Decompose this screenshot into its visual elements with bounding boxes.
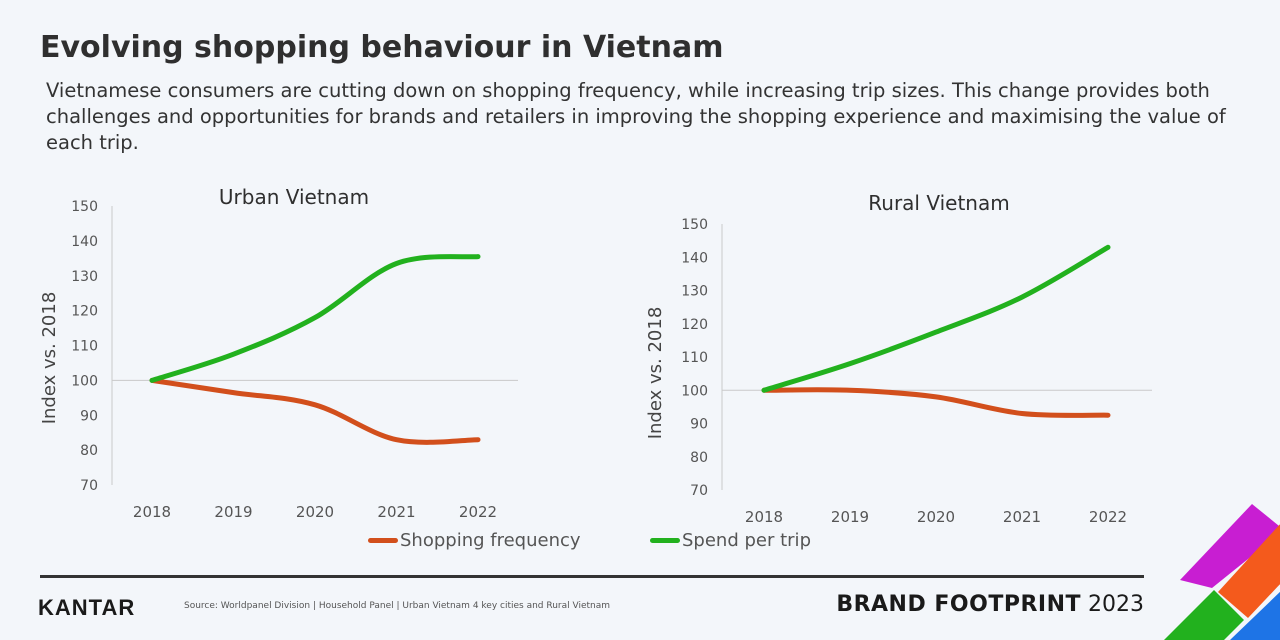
legend-label: Shopping frequency xyxy=(400,530,581,551)
legend-swatch-shopping-frequency xyxy=(368,538,398,543)
urban-vietnam-y-tick-80: 80 xyxy=(80,443,98,459)
rural-vietnam-y-tick-150: 150 xyxy=(681,217,708,233)
urban-vietnam-y-tick-90: 90 xyxy=(80,408,98,424)
urban-vietnam-y-tick-100: 100 xyxy=(71,373,98,389)
urban-vietnam-x-tick-2021: 2021 xyxy=(377,503,415,521)
rural-vietnam-x-tick-2022: 2022 xyxy=(1089,508,1127,526)
rural-vietnam-x-tick-2020: 2020 xyxy=(917,508,955,526)
rural-vietnam-y-tick-80: 80 xyxy=(690,450,708,466)
rural-vietnam-y-tick-110: 110 xyxy=(681,350,708,366)
urban-vietnam-x-tick-2022: 2022 xyxy=(459,503,497,521)
rural-vietnam-series-spend-per-trip xyxy=(761,244,1111,393)
page-subtitle: Vietnamese consumers are cutting down on… xyxy=(46,79,1226,154)
brand-footprint-label: BRAND FOOTPRINT 2023 xyxy=(836,592,1144,617)
legend-label: Spend per trip xyxy=(682,530,811,551)
kantar-logo: KANTAR xyxy=(38,595,136,620)
urban-vietnam-y-tick-70: 70 xyxy=(80,478,98,494)
rural-vietnam-x-tick-2018: 2018 xyxy=(745,508,783,526)
footer-divider xyxy=(40,575,1144,578)
legend-item-spend-per-trip: Spend per trip xyxy=(650,530,811,551)
urban-vietnam-series-spend-per-trip xyxy=(149,254,481,383)
urban-vietnam-y-tick-140: 140 xyxy=(71,234,98,250)
urban-vietnam-y-tick-110: 110 xyxy=(71,339,98,355)
urban-vietnam-y-tick-130: 130 xyxy=(71,269,98,285)
urban-vietnam-x-tick-2020: 2020 xyxy=(296,503,334,521)
rural-vietnam-y-tick-120: 120 xyxy=(681,317,708,333)
rural-vietnam-series-shopping-frequency xyxy=(761,387,1111,418)
rural-vietnam-y-tick-90: 90 xyxy=(690,417,708,433)
stripe-magenta xyxy=(1180,504,1280,588)
urban-vietnam-x-tick-2018: 2018 xyxy=(133,503,171,521)
rural-vietnam-y-axis-label: Index vs. 2018 xyxy=(645,307,666,440)
page-title: Evolving shopping behaviour in Vietnam xyxy=(40,30,724,65)
urban-vietnam-y-tick-150: 150 xyxy=(71,199,98,215)
rural-vietnam-y-tick-70: 70 xyxy=(690,483,708,499)
urban-vietnam-y-tick-120: 120 xyxy=(71,304,98,320)
urban-vietnam-series-shopping-frequency xyxy=(149,377,481,445)
rural-vietnam-y-tick-140: 140 xyxy=(681,250,708,266)
urban-vietnam-y-axis-label: Index vs. 2018 xyxy=(39,292,60,425)
brand-footprint-text: BRAND FOOTPRINT xyxy=(836,592,1081,617)
stripe-blue xyxy=(1230,591,1280,640)
stripe-green xyxy=(1164,590,1244,640)
decorative-stripes xyxy=(1164,504,1280,640)
legend-item-shopping-frequency: Shopping frequency xyxy=(368,530,581,551)
legend-swatch-spend-per-trip xyxy=(650,538,680,543)
urban-vietnam-title: Urban Vietnam xyxy=(219,185,369,209)
brand-footprint-year: 2023 xyxy=(1088,592,1144,617)
stripe-orange xyxy=(1218,524,1280,618)
rural-vietnam-y-tick-130: 130 xyxy=(681,284,708,300)
source-note: Source: Worldpanel Division | Household … xyxy=(184,601,611,611)
rural-vietnam-x-tick-2019: 2019 xyxy=(831,508,869,526)
rural-vietnam-x-tick-2021: 2021 xyxy=(1003,508,1041,526)
urban-vietnam-x-tick-2019: 2019 xyxy=(214,503,252,521)
rural-vietnam-y-tick-100: 100 xyxy=(681,383,708,399)
rural-vietnam-title: Rural Vietnam xyxy=(868,191,1009,215)
